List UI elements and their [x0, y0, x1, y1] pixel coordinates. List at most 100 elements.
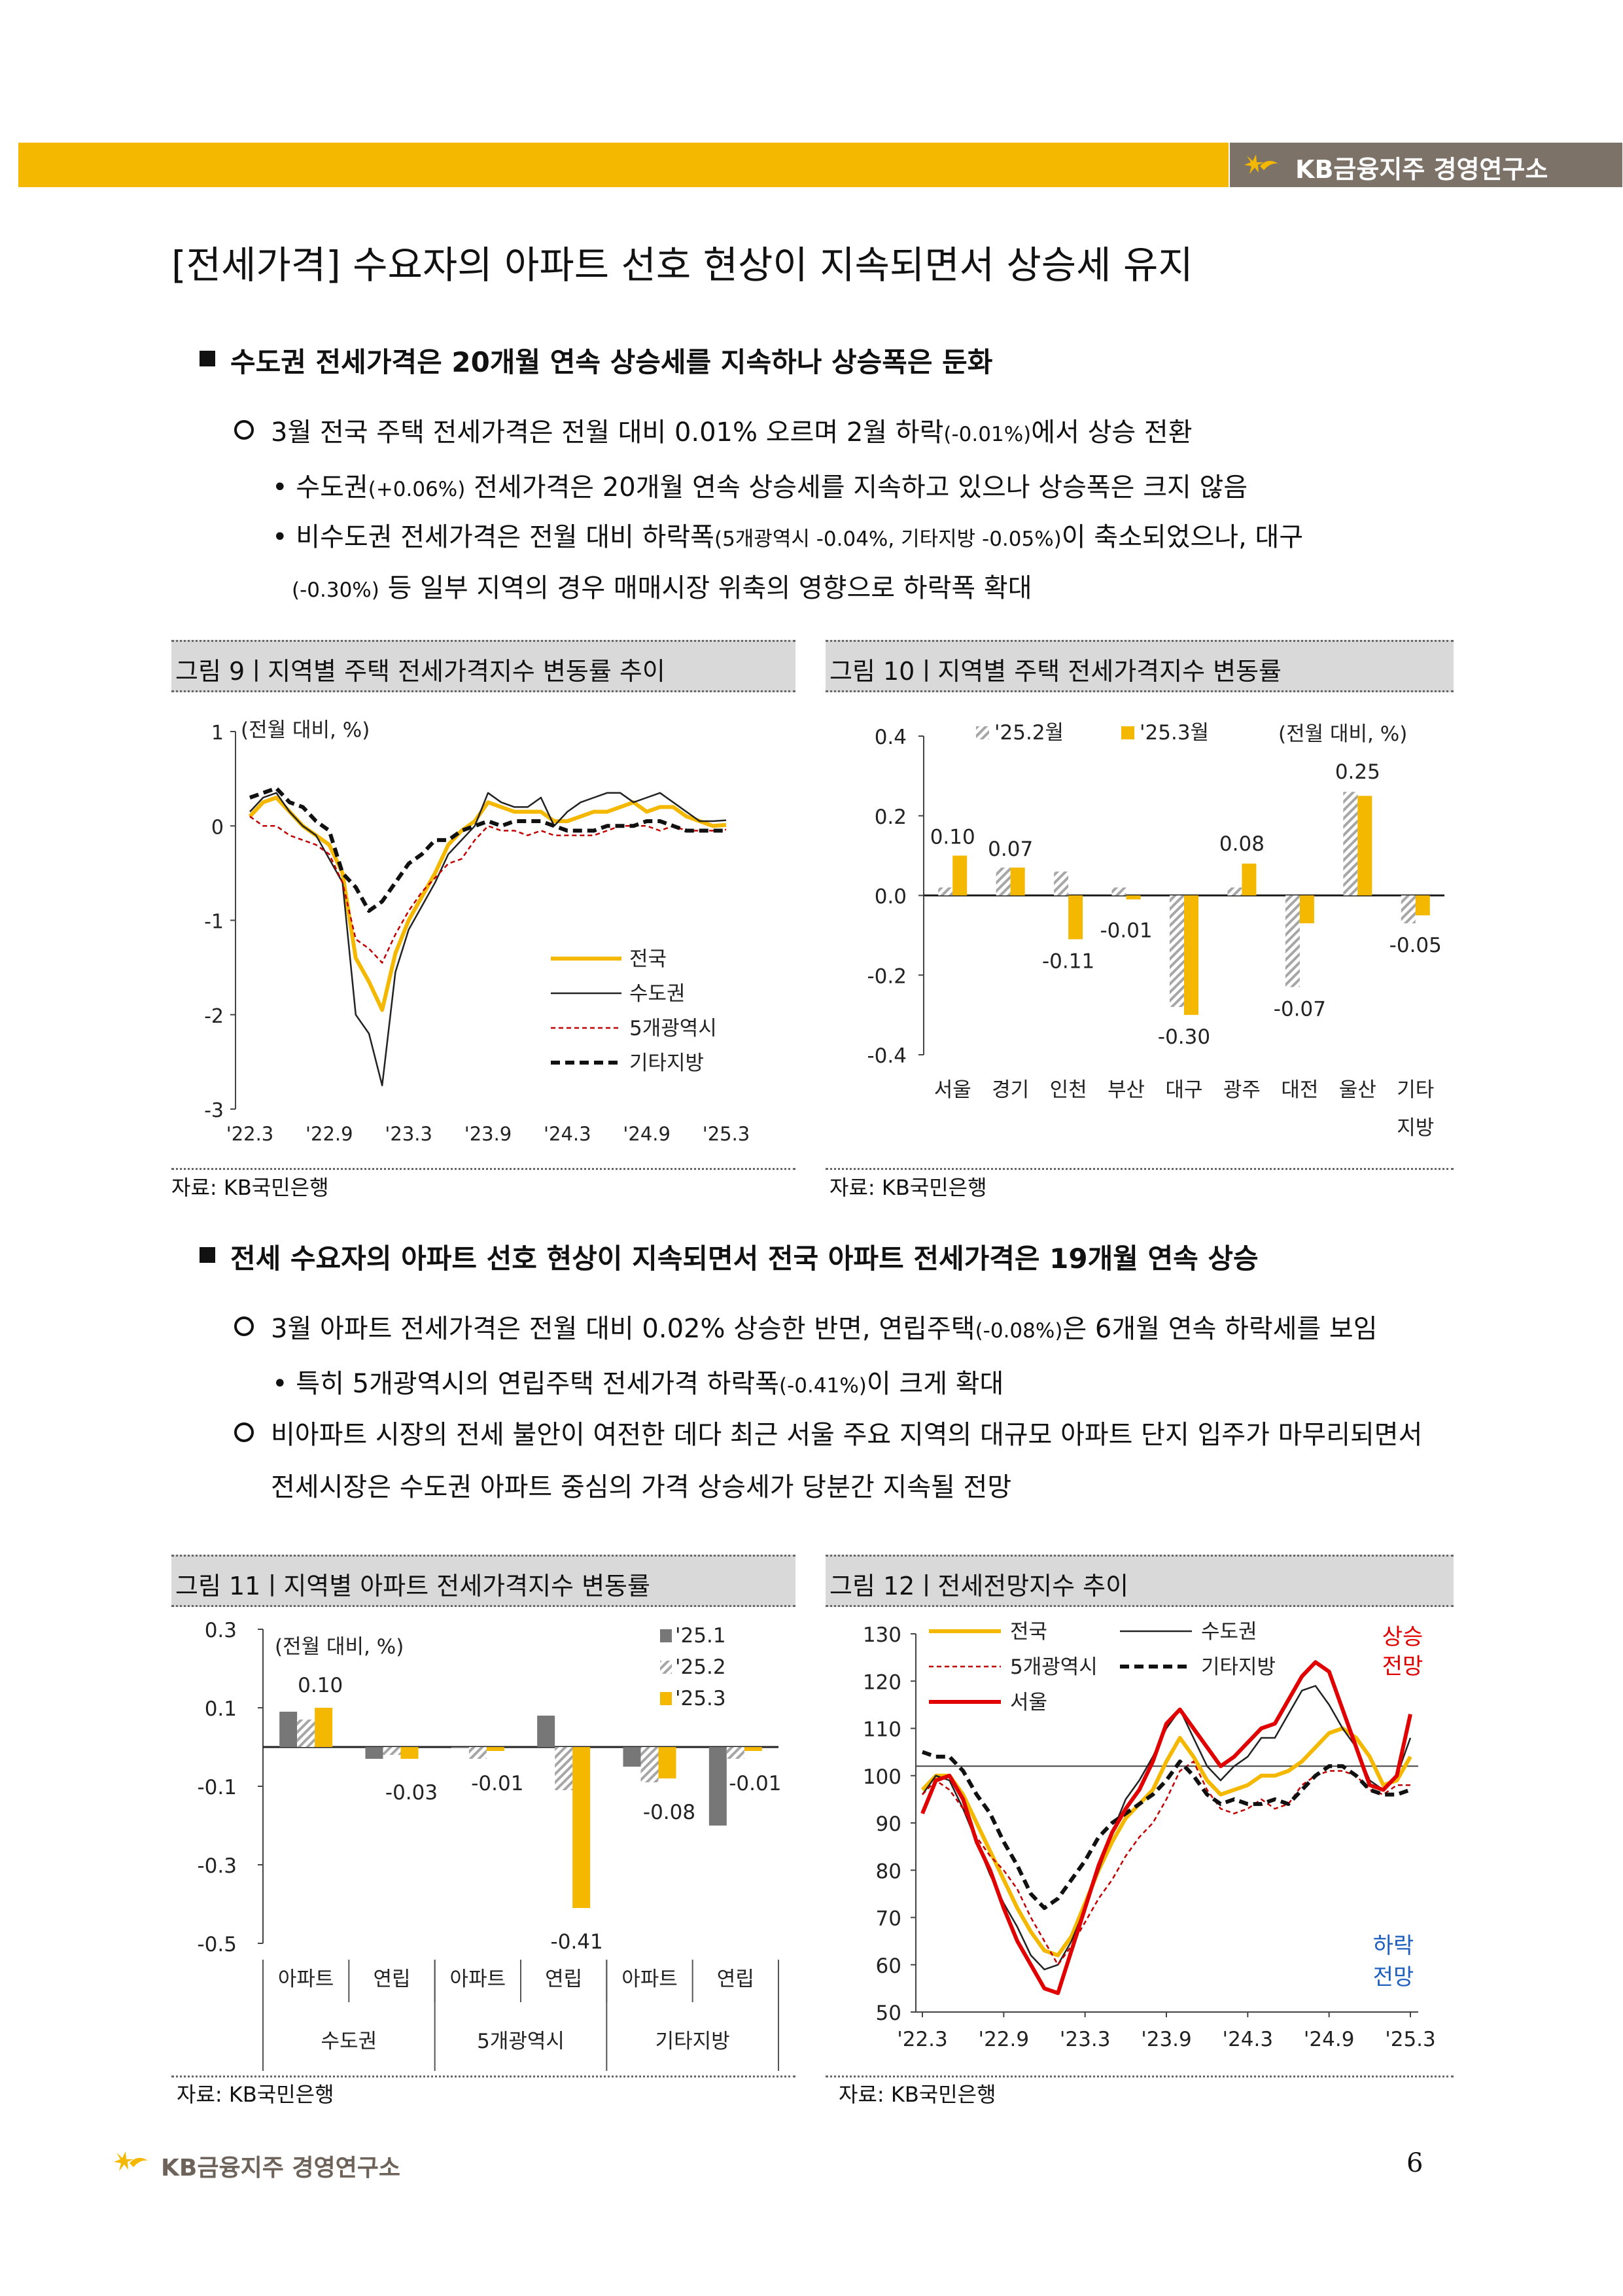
legend-label: 5개광역시 — [1010, 1655, 1098, 1679]
bar-'25.3월 — [1415, 895, 1430, 915]
y-tick-label: 50 — [876, 2002, 901, 2025]
text-span: 이 크게 확대 — [866, 1369, 1004, 1399]
series-line-전국 — [248, 796, 727, 1012]
legend-swatch — [1121, 726, 1134, 739]
legend-swatch — [660, 1692, 672, 1705]
section2-bullet2-line2: 전세시장은 수도권 아파트 중심의 가격 상승세가 당분간 지속될 전망 — [271, 1472, 1012, 1502]
section1-heading: 수도권 전세가격은 20개월 연속 상승세를 지속하나 상승폭은 둔화 — [230, 346, 993, 378]
data-label: -0.30 — [1158, 1025, 1210, 1049]
y-tick-label: -0.3 — [198, 1854, 237, 1878]
legend-label: 수도권 — [629, 982, 686, 1006]
section1-sub2-line2: (-0.30%) 등 일부 지역의 경우 매매시장 위축의 영향으로 하락폭 확… — [292, 567, 1032, 605]
fig10-unit-label: (전월 대비, %) — [1278, 722, 1407, 746]
data-label: -0.08 — [643, 1801, 695, 1824]
bar-'25.3월 — [1010, 867, 1025, 896]
group-label: 5개광역시 — [477, 2030, 565, 2053]
x-tick-label: '25.3 — [1385, 2028, 1436, 2051]
fig11-chart: 0.3 0.1 -0.1 -0.3 -0.5 (전월 대비, %) 0.10 아파트 -0.03… — [198, 1619, 781, 2071]
data-label: -0.03 — [385, 1781, 438, 1805]
bar-'25.1 — [708, 1747, 727, 1826]
fig12-caption: 그림 12ㅣ전세전망지수 추이 — [829, 1572, 1129, 1600]
text-span: (+0.06%) — [368, 478, 466, 501]
bar-'25.3 — [486, 1747, 504, 1751]
bar-'25.2 — [726, 1747, 744, 1759]
page-number: 6 — [1406, 2148, 1423, 2178]
circle-bullet-icon — [234, 420, 254, 440]
series-line-기타지방 — [249, 786, 726, 913]
fig10-source: 자료: KB국민은행 — [829, 1175, 987, 1200]
bar-'25.2 — [555, 1747, 573, 1790]
data-label: -0.05 — [1389, 934, 1442, 957]
series-line-서울 — [920, 1660, 1412, 1996]
series-line-5개광역시 — [249, 815, 727, 964]
legend-label: 서울 — [1010, 1691, 1047, 1714]
x-tick-label: '25.3 — [703, 1123, 750, 1145]
bar-'25.3월 — [1357, 796, 1372, 896]
category-label: 연립 — [545, 1968, 582, 1991]
bar-'25.3월 — [1242, 863, 1257, 896]
text-span: 등 일부 지역의 경우 매매시장 위축의 영향으로 하락폭 확대 — [379, 573, 1032, 603]
section2-heading: 전세 수요자의 아파트 선호 현상이 지속되면서 전국 아파트 전세가격은 19… — [230, 1243, 1259, 1275]
section1-sub1: • 수도권(+0.06%) 전세가격은 20개월 연속 상승세를 지속하고 있으… — [272, 466, 1248, 504]
y-tick-label: -0.4 — [867, 1044, 907, 1068]
bar-'25.2월 — [938, 887, 953, 896]
y-tick-label: -3 — [204, 1099, 224, 1122]
legend-label: 수도권 — [1201, 1620, 1257, 1644]
y-tick-label: 0.1 — [205, 1697, 237, 1721]
text-span: (-0.01%) — [943, 423, 1032, 446]
bar-'25.3 — [315, 1708, 333, 1747]
category-label: 부산 — [1108, 1078, 1145, 1102]
down-label: 전망 — [1373, 1964, 1414, 1990]
bar-'25.1 — [365, 1747, 383, 1759]
fig9-caption-bar: 그림 9ㅣ지역별 주택 전세가격지수 변동률 추이 — [171, 640, 795, 692]
category-label: 대전 — [1281, 1078, 1318, 1102]
data-label: -0.07 — [1274, 998, 1326, 1021]
bar-'25.1 — [537, 1716, 555, 1747]
bar-'25.3월 — [1126, 895, 1141, 900]
fig9-footer-rule — [171, 1168, 795, 1170]
x-tick-label: '22.9 — [305, 1123, 353, 1145]
fig10-chart: 0.4 0.2 0.0 -0.2 -0.4 0.10 서울 0.07 경기 -0.11 인천 -0.0… — [867, 721, 1444, 1140]
y-tick-label: -0.1 — [198, 1776, 237, 1799]
y-tick-label: -1 — [204, 911, 224, 934]
down-label: 하락 — [1373, 1933, 1414, 1959]
legend-label: 5개광역시 — [629, 1017, 717, 1040]
fig11-caption-bar: 그림 11ㅣ지역별 아파트 전세가격지수 변동률 — [171, 1555, 795, 1607]
text-span: (-0.41%) — [779, 1374, 867, 1398]
y-tick-label: 1 — [211, 722, 224, 745]
category-label: 지방 — [1397, 1116, 1434, 1140]
bar-'25.3월 — [952, 855, 968, 896]
section1-sub2: • 비수도권 전세가격은 전월 대비 하락폭(5개광역시 -0.04%, 기타지… — [272, 516, 1303, 554]
fig12-source: 자료: KB국민은행 — [839, 2082, 996, 2107]
y-tick-label: 60 — [876, 1954, 901, 1978]
text-span: • 특히 5개광역시의 연립주택 전세가격 하락폭 — [272, 1369, 780, 1399]
kb-star-icon — [1244, 154, 1278, 174]
fig12-chart: 130 120 110 100 90 80 70 60 50 '22.3 '22.9 '23.3 '23… — [863, 1620, 1436, 2051]
legend-label: '25.1 — [675, 1624, 726, 1648]
y-tick-label: -2 — [204, 1005, 224, 1028]
fig11-caption: 그림 11ㅣ지역별 아파트 전세가격지수 변동률 — [175, 1572, 650, 1600]
data-label: 0.10 — [298, 1674, 343, 1697]
data-label: -0.01 — [1100, 919, 1152, 943]
x-tick-label: '23.3 — [385, 1123, 432, 1145]
y-tick-label: 0.4 — [875, 726, 907, 749]
y-tick-label: 70 — [876, 1907, 901, 1931]
category-label: 광주 — [1223, 1078, 1261, 1102]
bar-'25.3월 — [1299, 895, 1314, 924]
category-label: 서울 — [934, 1078, 971, 1102]
category-label: 인천 — [1050, 1078, 1087, 1102]
series-line-수도권 — [249, 792, 727, 1087]
y-tick-label: 130 — [863, 1623, 901, 1647]
text-span: 은 6개월 연속 하락세를 보임 — [1062, 1314, 1378, 1344]
series-line-기타지방 — [922, 1750, 1411, 1911]
text-span: • 비수도권 전세가격은 전월 대비 하락폭 — [272, 522, 714, 552]
bar-'25.2 — [383, 1747, 401, 1755]
bar-'25.1 — [279, 1712, 298, 1747]
section1-bullet1: 3월 전국 주택 전세가격은 전월 대비 0.01% 오르며 2월 하락(-0.… — [271, 411, 1193, 449]
y-tick-label: 90 — [876, 1812, 901, 1836]
fig9-chart: 1 0 -1 -2 -3 (전월 대비, %) '22.3 '22.9 '23.3 '23.9 '2… — [204, 718, 750, 1145]
text-span: • 수도권 — [272, 472, 368, 503]
footer-logo: KB금융지주 경영연구소 — [111, 2145, 451, 2181]
data-label: 0.25 — [1335, 760, 1380, 784]
legend-label: 전국 — [629, 947, 667, 971]
